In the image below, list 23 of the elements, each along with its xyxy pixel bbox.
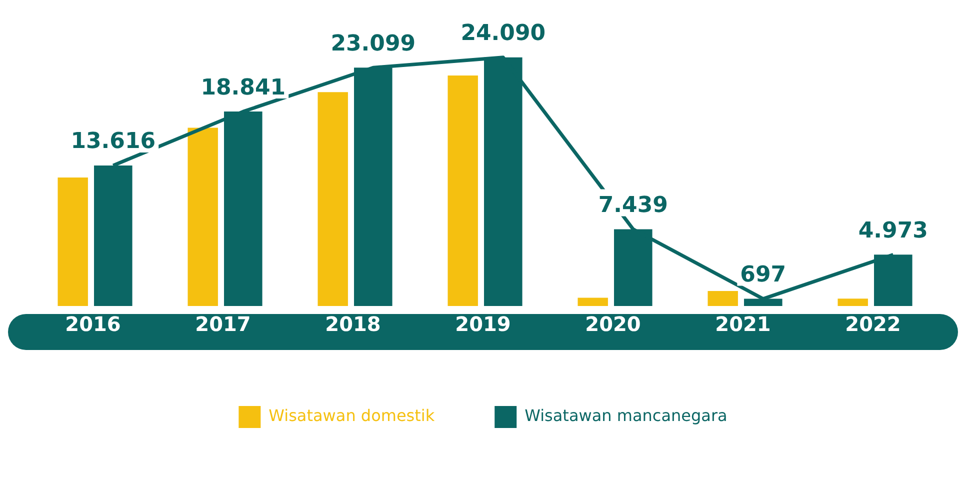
x-tick-label: 2021 — [715, 312, 771, 336]
data-label: 23.099 — [330, 31, 416, 56]
data-label: 697 — [740, 262, 786, 288]
x-tick-label: 2019 — [455, 312, 511, 336]
bar — [578, 298, 608, 306]
bar — [58, 178, 88, 306]
bar — [318, 92, 348, 306]
legend-label: Wisatawan domestik — [268, 406, 436, 426]
data-label: 18.841 — [200, 75, 286, 100]
data-label: 7.439 — [598, 192, 668, 218]
bar — [448, 76, 478, 306]
x-tick-label: 2017 — [195, 312, 251, 336]
bar — [708, 291, 738, 306]
x-tick-label: 2016 — [65, 312, 121, 336]
data-label: 24.090 — [460, 21, 546, 46]
x-tick-label: 2022 — [845, 312, 901, 336]
bar — [838, 298, 868, 306]
x-tick-label: 2020 — [585, 312, 641, 336]
bar — [188, 128, 218, 306]
data-label: 4.973 — [858, 218, 928, 244]
legend-label: Wisatawan mancanegara — [524, 406, 728, 426]
x-tick-label: 2018 — [325, 312, 381, 336]
data-label: 13.616 — [70, 129, 156, 154]
